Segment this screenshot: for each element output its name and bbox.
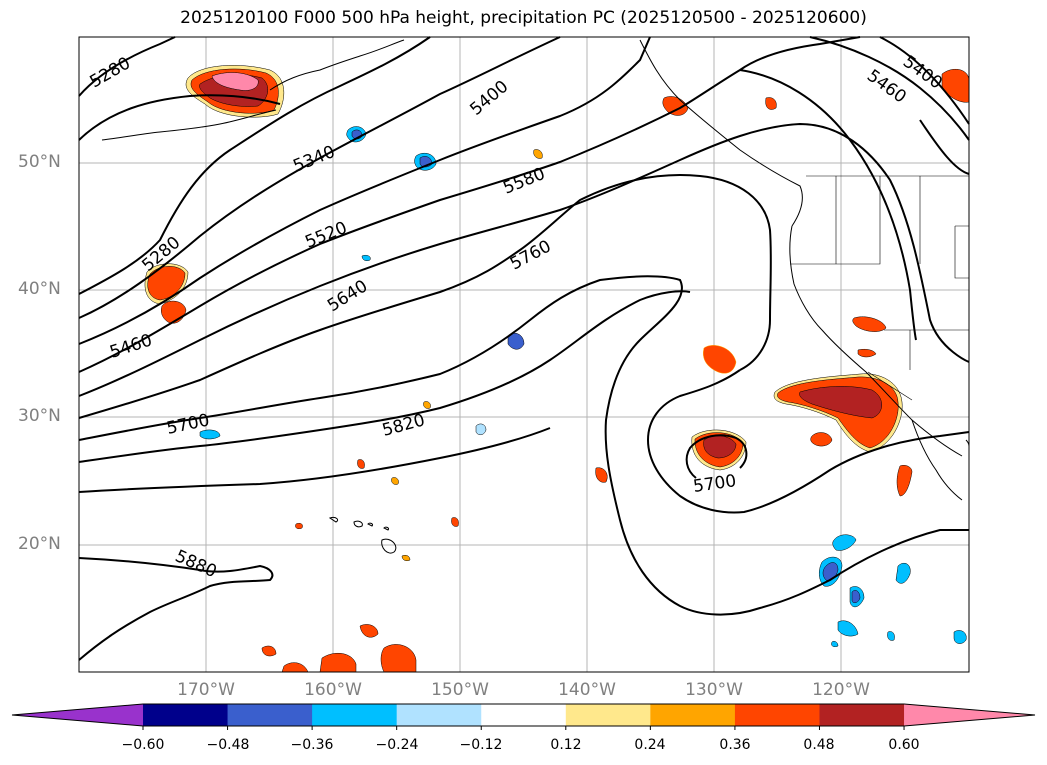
colorbar-segment xyxy=(481,704,567,726)
lat-label: 50°N xyxy=(18,152,61,172)
coastlines xyxy=(101,39,970,554)
colorbar-segment xyxy=(227,704,313,726)
lat-label: 40°N xyxy=(18,279,61,299)
colorbar-segment xyxy=(312,704,398,726)
colorbar-tick-label: 0.36 xyxy=(719,737,751,753)
colorbar-extend-right xyxy=(904,704,1035,726)
colorbar-extend-left xyxy=(12,704,143,726)
lon-label: 140°W xyxy=(558,680,616,700)
low-contour xyxy=(685,434,748,479)
colorbar-tick-label: −0.36 xyxy=(290,737,334,753)
colorbar-tick-label: 0.48 xyxy=(803,737,835,753)
colorbar-tick-label: 0.12 xyxy=(550,737,582,753)
lon-label: 160°W xyxy=(304,680,362,700)
height-contours xyxy=(78,36,970,661)
precipitation-shading xyxy=(144,65,970,673)
colorbar-tick-label: −0.48 xyxy=(206,737,250,753)
colorbar-segment xyxy=(143,704,229,726)
colorbar-segment xyxy=(565,704,651,726)
colorbar-tick-label: 0.24 xyxy=(634,737,666,753)
colorbar-tick-label: −0.60 xyxy=(121,737,165,753)
lon-label: 130°W xyxy=(685,680,743,700)
colorbar-tick-label: 0.60 xyxy=(888,737,920,753)
colorbar-segment xyxy=(650,704,736,726)
lat-label: 20°N xyxy=(18,534,61,554)
lon-label: 170°W xyxy=(177,680,235,700)
colorbar-segment xyxy=(819,704,905,726)
colorbar-tick-label: −0.12 xyxy=(459,737,503,753)
lon-label: 120°W xyxy=(812,680,870,700)
map-title: 2025120100 F000 500 hPa height, precipit… xyxy=(180,8,867,28)
colorbar-segment xyxy=(734,704,820,726)
colorbar xyxy=(11,703,1036,730)
graticule xyxy=(79,37,969,672)
colorbar-tick-label: −0.24 xyxy=(375,737,419,753)
lon-label: 150°W xyxy=(431,680,489,700)
map-frame xyxy=(78,36,970,673)
lat-label: 30°N xyxy=(18,406,61,426)
colorbar-segment xyxy=(396,704,482,726)
